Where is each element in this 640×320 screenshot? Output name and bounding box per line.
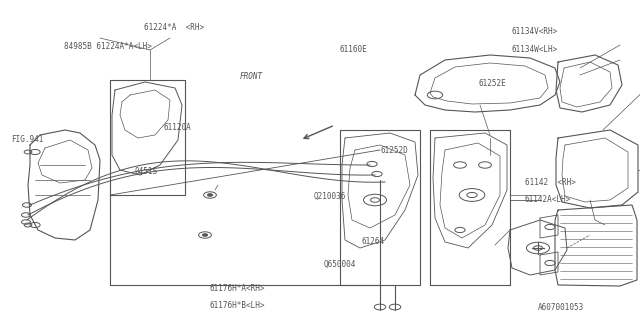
Text: 61120A: 61120A	[163, 124, 191, 132]
Text: 61134W<LH>: 61134W<LH>	[512, 45, 558, 54]
Circle shape	[202, 234, 207, 236]
Text: FRONT: FRONT	[240, 72, 263, 81]
Text: 61142A<LH>: 61142A<LH>	[525, 196, 571, 204]
Text: 61264: 61264	[362, 237, 385, 246]
Text: FIG.941: FIG.941	[12, 135, 44, 144]
Text: 61252E: 61252E	[479, 79, 506, 88]
Text: Q210036: Q210036	[314, 192, 346, 201]
Text: 61176H*A<RH>: 61176H*A<RH>	[210, 284, 266, 293]
Text: 61160E: 61160E	[339, 45, 367, 54]
Text: 61176H*B<LH>: 61176H*B<LH>	[210, 301, 266, 310]
Text: Q650004: Q650004	[323, 260, 356, 269]
Text: 61142  <RH>: 61142 <RH>	[525, 178, 575, 187]
Text: 61134V<RH>: 61134V<RH>	[512, 28, 558, 36]
Text: A607001053: A607001053	[538, 303, 584, 312]
Text: 61224*A  <RH>: 61224*A <RH>	[144, 23, 204, 32]
Text: 84985B 61224A*A<LH>: 84985B 61224A*A<LH>	[64, 42, 152, 51]
Text: 61252D: 61252D	[381, 146, 408, 155]
Circle shape	[207, 194, 212, 196]
Text: 0451S: 0451S	[134, 167, 157, 176]
